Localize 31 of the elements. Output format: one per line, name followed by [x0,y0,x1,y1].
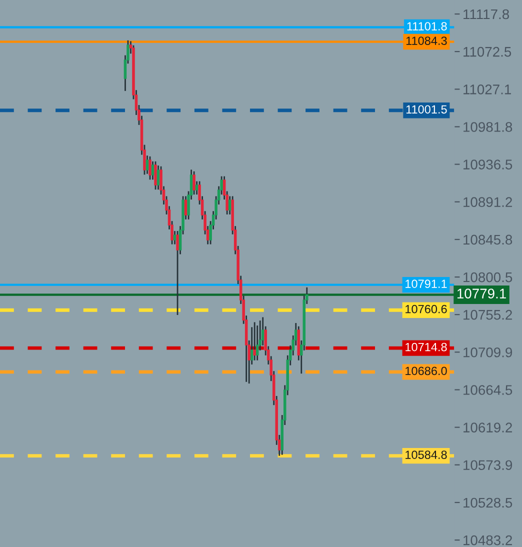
ref-line-label: 10714.8 [406,342,447,352]
y-tick-label: 10664.5 [464,385,512,395]
ref-line-label: 10779.1 [457,288,506,298]
candlestick [154,160,157,190]
ref-line-label: 10760.6 [406,304,447,314]
ref-line-label: 11001.5 [406,105,447,114]
y-tick-label: 10573.9 [464,460,512,470]
ref-line-label: 10791.1 [406,280,447,288]
y-tick-label: 10936.5 [464,160,512,170]
y-tick-label: 10619.2 [464,422,512,432]
ref-line-label: 10686.0 [406,366,447,376]
ref-line-label: 11084.3 [406,36,447,45]
y-tick-label: 10891.2 [464,197,512,208]
ref-line-label: 11101.8 [407,22,447,30]
candlestick [256,324,259,362]
y-tick-label: 10981.8 [464,122,512,132]
candlestick [176,230,179,316]
y-tick-label: 11072.5 [464,46,512,57]
y-tick-label: 10483.2 [464,535,512,546]
ref-line-label: 10584.8 [406,450,447,459]
y-tick-label: 11117.8 [464,9,509,20]
candlestick [156,164,160,190]
y-tick-label: 10528.5 [464,498,512,508]
candlestick [192,170,196,196]
y-tick-label: 10800.5 [464,272,512,282]
y-tick-label: 10755.2 [464,310,512,320]
y-tick-label: 10845.8 [464,234,512,245]
candlestick [253,322,256,362]
y-tick-label: 11027.1 [464,84,511,94]
candlestick [148,156,152,180]
y-tick-label: 10709.9 [464,347,512,358]
